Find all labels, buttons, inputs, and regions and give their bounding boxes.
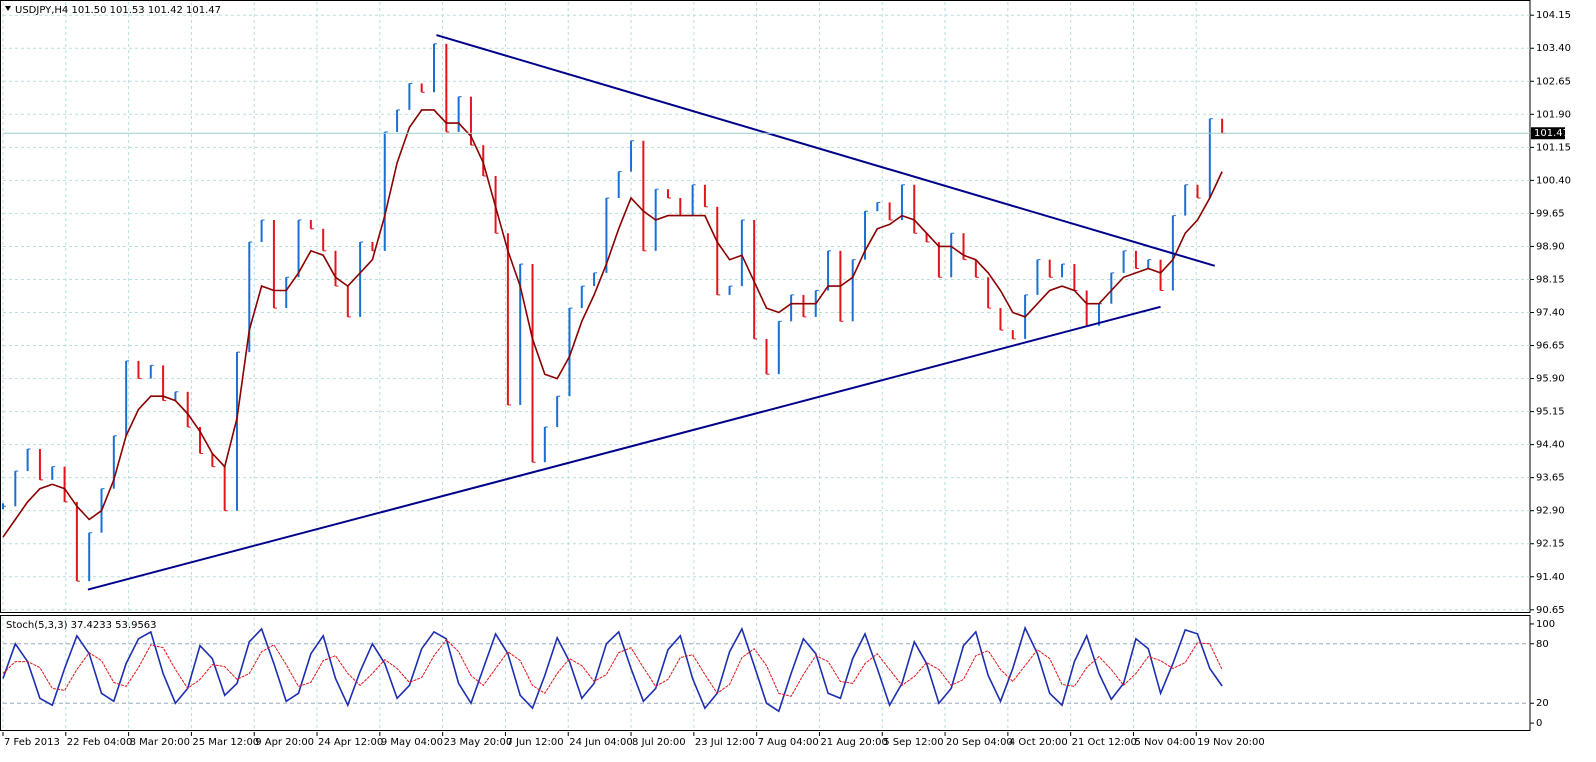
x-tick-label: 7 Jun 12:00: [506, 737, 563, 748]
y-tick-label: 101.15: [1536, 142, 1571, 153]
y-tick-label: 95.90: [1536, 374, 1565, 385]
y-tick-label: 96.65: [1536, 341, 1565, 352]
series-line: [2, 625, 1223, 713]
y-tick-label: 98.15: [1536, 274, 1565, 285]
y-tick-label: 99.65: [1536, 208, 1565, 219]
series-line: [2, 109, 1223, 538]
x-tick-label: 7 Aug 04:00: [758, 737, 819, 748]
y-tick-label: 100: [1536, 619, 1555, 630]
series-line: [2, 639, 1223, 697]
trendline: [87, 305, 1161, 591]
y-tick-label: 80: [1536, 639, 1549, 650]
x-tick-label: 25 Mar 12:00: [192, 737, 259, 748]
y-tick-label: 100.40: [1536, 175, 1571, 186]
panel-title: USDJPY,H4 101.50 101.53 101.42 101.47: [15, 5, 221, 16]
x-tick-label: 9 May 04:00: [381, 737, 443, 748]
y-tick-label: 98.90: [1536, 241, 1565, 252]
panel-frame: [0, 615, 1531, 731]
x-tick-label: 5 Sep 12:00: [883, 737, 943, 748]
y-tick-label: 92.15: [1536, 539, 1565, 550]
y-tick-label: 20: [1536, 698, 1549, 709]
trendline: [436, 34, 1216, 267]
panel-title: Stoch(5,3,3) 37.4233 53.9563: [6, 620, 157, 631]
x-tick-label: 7 Feb 2013: [4, 737, 60, 748]
y-tick-label: 91.40: [1536, 572, 1565, 583]
y-tick-label: 92.90: [1536, 506, 1565, 517]
last-price-box: [1531, 127, 1565, 140]
last-price-label: 101.47: [1534, 128, 1569, 139]
x-tick-label: 5 Nov 04:00: [1134, 737, 1195, 748]
x-tick-label: 24 Apr 12:00: [318, 737, 383, 748]
x-tick-label: 8 Mar 20:00: [130, 737, 190, 748]
x-tick-label: 21 Aug 20:00: [820, 737, 887, 748]
x-tick-label: 23 May 20:00: [444, 737, 513, 748]
y-tick-label: 102.65: [1536, 76, 1571, 87]
y-tick-label: 104.15: [1536, 10, 1571, 21]
y-tick-label: 97.40: [1536, 308, 1565, 319]
y-tick-label: 90.65: [1536, 605, 1565, 616]
x-tick-label: 19 Nov 20:00: [1197, 737, 1264, 748]
x-tick-label: 24 Jun 04:00: [569, 737, 633, 748]
x-tick-label: 20 Sep 04:00: [946, 737, 1013, 748]
x-tick-label: 8 Jul 20:00: [632, 737, 686, 748]
x-tick-label: 9 Apr 20:00: [255, 737, 314, 748]
y-tick-label: 101.90: [1536, 109, 1571, 120]
y-tick-label: 94.40: [1536, 440, 1565, 451]
menu-triangle: [5, 6, 11, 11]
x-tick-label: 4 Oct 20:00: [1009, 737, 1068, 748]
x-tick-label: 21 Oct 12:00: [1072, 737, 1137, 748]
y-tick-label: 95.15: [1536, 407, 1565, 418]
y-tick-label: 103.40: [1536, 43, 1571, 54]
y-tick-label: 93.65: [1536, 473, 1565, 484]
y-tick-label: 0: [1536, 718, 1542, 729]
x-tick-label: 23 Jul 12:00: [695, 737, 755, 748]
panel-frame: [0, 0, 1531, 613]
x-tick-label: 22 Feb 04:00: [67, 737, 133, 748]
